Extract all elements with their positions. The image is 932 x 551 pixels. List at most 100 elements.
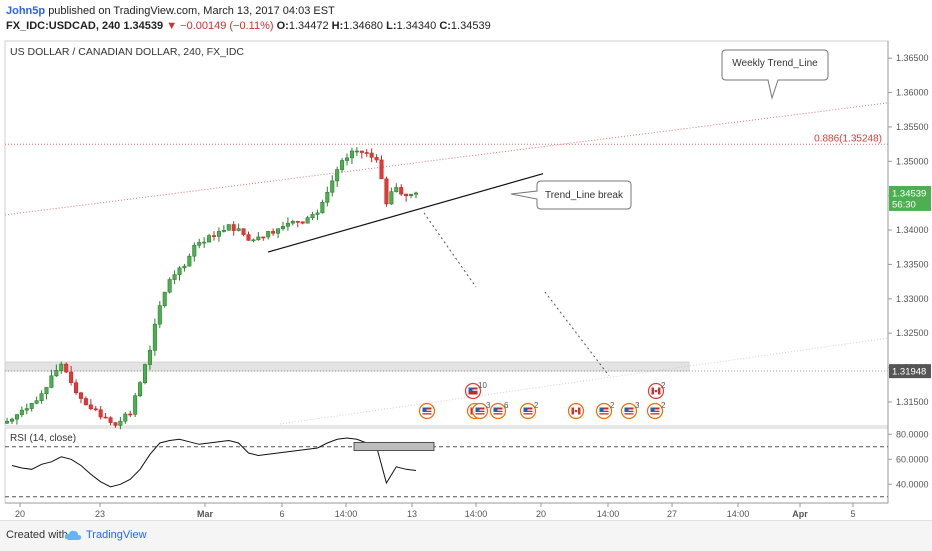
candle-body bbox=[93, 408, 98, 411]
event-count: 2 bbox=[661, 401, 666, 410]
candle-body bbox=[147, 350, 152, 365]
rsi-overbought-box bbox=[353, 441, 435, 451]
candle-body bbox=[335, 169, 340, 182]
candle-body bbox=[394, 187, 399, 192]
time-tick-label: 14:00 bbox=[597, 509, 620, 519]
event-count: 2 bbox=[534, 401, 539, 410]
candle-body bbox=[330, 180, 335, 193]
candle-body bbox=[157, 305, 162, 325]
price-tick-label: 1.36000 bbox=[896, 88, 929, 98]
price-tick-label: 1.32500 bbox=[896, 328, 929, 338]
price-axis-badge-label: 56:30 bbox=[892, 199, 916, 210]
candle-body bbox=[192, 244, 197, 257]
breakout-trend-line bbox=[267, 173, 544, 253]
candle-body bbox=[24, 408, 29, 411]
time-tick-label: 20 bbox=[536, 509, 546, 519]
candle-body bbox=[285, 222, 290, 227]
high-label: H: bbox=[331, 20, 344, 32]
low-label: L: bbox=[386, 20, 397, 32]
event-usd-icon: 2 bbox=[519, 401, 539, 420]
rsi-label: RSI (14, close) bbox=[10, 433, 76, 444]
candle-body bbox=[202, 241, 207, 244]
candle-body bbox=[325, 191, 330, 203]
trendline-break-label: Trend_Line break bbox=[545, 190, 624, 201]
candle-body bbox=[187, 255, 192, 267]
candle-body bbox=[207, 235, 212, 243]
candle-body bbox=[54, 370, 59, 377]
created-with-label: Created with bbox=[6, 529, 68, 541]
event-count: 3 bbox=[635, 401, 640, 410]
time-tick-label: 27 bbox=[667, 509, 677, 519]
price-change: −0.00149 (−0.11%) bbox=[180, 20, 274, 32]
candle-body bbox=[128, 413, 133, 416]
callout-box bbox=[721, 49, 829, 100]
price-tick-label: 1.33000 bbox=[896, 294, 929, 304]
candle-body bbox=[14, 414, 19, 420]
price-tick-label: 1.34000 bbox=[896, 225, 929, 235]
candle-body bbox=[280, 226, 285, 229]
candle-body bbox=[113, 422, 118, 426]
price-axis-badge-label: 1.34539 bbox=[892, 189, 926, 200]
candle-body bbox=[256, 236, 261, 241]
event-usd-icon: 3 bbox=[471, 401, 491, 420]
candle-body bbox=[177, 267, 182, 275]
candle-body bbox=[409, 193, 414, 196]
candle-body bbox=[172, 274, 177, 280]
chart-header: John5p published on TradingView.com, Mar… bbox=[0, 0, 932, 40]
candle-body bbox=[44, 387, 49, 394]
down-arrow-icon: ▼ bbox=[166, 20, 178, 32]
candle-body bbox=[290, 221, 295, 224]
candle-body bbox=[5, 420, 10, 424]
weekly-trend-label: Weekly Trend_Line bbox=[732, 58, 818, 69]
price-axis-badge bbox=[889, 186, 931, 201]
footer: Created with TradingView bbox=[0, 520, 932, 551]
candle-body bbox=[162, 291, 167, 306]
open-label: O: bbox=[276, 20, 289, 32]
candle-body bbox=[64, 363, 69, 373]
time-tick-label: 6 bbox=[279, 509, 284, 519]
chart-title: US DOLLAR / CANADIAN DOLLAR, 240, FX_IDC bbox=[10, 46, 244, 58]
symbol-label[interactable]: FX_IDC:USDCAD, 240 bbox=[6, 20, 121, 32]
close-label: C: bbox=[439, 20, 451, 32]
price-chart[interactable]: 1.365001.360001.355001.350001.345001.340… bbox=[0, 40, 932, 520]
time-tick-label: Mar bbox=[197, 509, 214, 519]
publish-info: published on TradingView.com, March 13, … bbox=[48, 5, 335, 17]
candle-body bbox=[182, 265, 187, 269]
candle-body bbox=[103, 416, 108, 419]
ohlc-line: FX_IDC:USDCAD, 240 1.34539 ▼ −0.00149 (−… bbox=[6, 20, 491, 32]
time-tick-label: Apr bbox=[792, 509, 808, 519]
candle-body bbox=[413, 192, 419, 195]
tradingview-brand-link[interactable]: TradingView bbox=[86, 529, 147, 541]
candle-body bbox=[384, 178, 389, 205]
candle-body bbox=[123, 413, 128, 422]
author-link[interactable]: John5p bbox=[6, 5, 46, 17]
candle-body bbox=[118, 420, 123, 426]
high-value: 1.34680 bbox=[343, 20, 384, 32]
time-tick-label: 23 bbox=[95, 509, 105, 519]
time-tick-label: 14:00 bbox=[727, 509, 750, 519]
rsi-tick-label: 60.0000 bbox=[896, 454, 929, 464]
candle-body bbox=[241, 228, 246, 235]
candle-body bbox=[374, 157, 379, 161]
candle-body bbox=[340, 160, 345, 170]
candle-body bbox=[379, 159, 384, 180]
candle-body bbox=[369, 152, 374, 158]
candle-body bbox=[74, 382, 79, 394]
candle-body bbox=[305, 217, 310, 224]
candle-body bbox=[143, 364, 148, 383]
candle-body bbox=[364, 152, 369, 154]
projection-arrow-1 bbox=[423, 212, 477, 288]
weekly-trend-line bbox=[4, 102, 889, 216]
rsi-tick-label: 40.0000 bbox=[896, 479, 929, 489]
candle-body bbox=[167, 279, 172, 293]
candle-body bbox=[69, 371, 74, 383]
callout-box bbox=[510, 180, 632, 210]
lower-trend-line bbox=[279, 337, 889, 425]
event-cad-icon: 2 bbox=[647, 381, 666, 400]
price-tick-label: 1.35000 bbox=[896, 156, 929, 166]
candle-body bbox=[276, 228, 281, 234]
event-count: 6 bbox=[504, 401, 509, 410]
event-count: 3 bbox=[486, 401, 491, 410]
candle-body bbox=[231, 224, 236, 231]
candle-body bbox=[39, 393, 44, 401]
